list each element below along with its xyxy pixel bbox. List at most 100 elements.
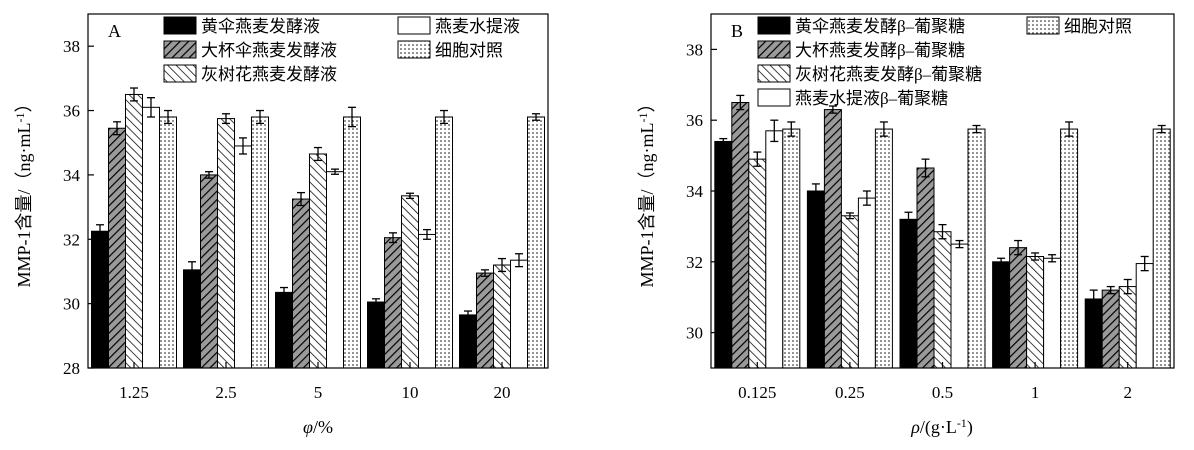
panel-b-xaxis: 0.125 0.25 0.5 1 2 <box>738 362 1132 402</box>
legend-label: 黄伞燕麦发酵液 <box>201 17 320 36</box>
error-bar <box>1048 254 1057 263</box>
bar-4-2.5 <box>234 145 252 369</box>
bar-5-2 <box>1152 128 1171 369</box>
error-bar <box>845 212 854 220</box>
bar-3-0.125 <box>748 158 767 369</box>
legend-entry: 黄伞燕麦发酵β–葡聚糖 <box>757 16 965 36</box>
error-bar <box>879 121 888 137</box>
bar-5-0.5 <box>967 128 986 369</box>
error-bar <box>164 109 172 125</box>
error-bar <box>828 105 837 114</box>
error-bar <box>256 109 264 125</box>
error-bar <box>719 137 728 145</box>
error-bar <box>423 228 431 240</box>
error-bar <box>997 257 1006 266</box>
panel-b-ylabel: MMP-1含量/（ng·mL-1） <box>636 94 657 287</box>
error-bar <box>904 211 913 228</box>
x-tick-label: 20 <box>494 383 511 402</box>
panel-b-xlabel-close: ) <box>967 417 973 438</box>
x-tick-label: 2 <box>1123 383 1132 402</box>
legend-swatch <box>757 64 791 83</box>
bar-2-0.5 <box>916 167 935 369</box>
bar-2-0.125 <box>731 102 750 369</box>
error-bar <box>1089 289 1098 309</box>
error-bar <box>464 310 472 320</box>
bar-4-20 <box>510 259 528 369</box>
panel-a-ylabel-sup: -1 <box>13 112 27 122</box>
error-bar <box>862 190 871 206</box>
bar-4-0.125 <box>765 130 784 369</box>
error-bar <box>811 183 820 199</box>
legend-label: 燕麦水提液 <box>435 17 520 36</box>
panel-a-yaxis: 28 30 32 34 36 38 <box>63 37 94 378</box>
y-tick-label: 34 <box>63 166 81 185</box>
bar-4-0.25 <box>857 197 876 369</box>
legend-label: 大杯燕麦发酵β–葡聚糖 <box>795 41 965 60</box>
error-bar <box>921 158 930 178</box>
y-tick-label: 30 <box>63 295 80 314</box>
legend-label: 燕麦水提液β–葡聚糖 <box>795 89 948 108</box>
bar-3-1.25 <box>125 93 143 369</box>
panel-b-label: B <box>731 21 743 41</box>
bar-3-5 <box>309 153 327 369</box>
panel-b-yaxis: 30 32 34 36 38 <box>686 40 717 343</box>
error-bar <box>113 121 121 136</box>
error-bar <box>1065 121 1074 137</box>
bar-3-20 <box>493 264 511 369</box>
bar-5-0.125 <box>782 128 801 369</box>
x-tick-label: 0.25 <box>835 383 865 402</box>
legend-entry: 细胞对照 <box>397 40 503 60</box>
bar-2-1.25 <box>108 127 126 369</box>
panel-a-ylabel: MMP-1含量/（ng·mL-1） <box>13 94 34 287</box>
error-bar <box>406 192 414 200</box>
bar-5-10 <box>435 116 453 369</box>
bar-4-10 <box>418 233 436 369</box>
bar-2-20 <box>476 272 494 369</box>
panel-a-xlabel-unit: /% <box>313 417 333 437</box>
error-bar <box>130 87 138 102</box>
bar-2-0.25 <box>823 109 842 369</box>
y-tick-label: 30 <box>686 324 703 343</box>
panel-a-xlabel: φ/% <box>303 417 333 437</box>
error-bar <box>532 113 540 121</box>
bar-1-1.25 <box>91 230 109 369</box>
error-bar <box>1031 252 1040 261</box>
bar-2-2 <box>1101 289 1120 369</box>
x-tick-label: 1 <box>1031 383 1040 402</box>
panel-b-xlabel-sup: -1 <box>957 416 967 430</box>
legend-entry: 灰树花燕麦发酵β–葡聚糖 <box>757 64 982 84</box>
legend-swatch <box>163 40 197 59</box>
x-tick-label: 0.125 <box>738 383 776 402</box>
bar-1-0.25 <box>806 190 825 369</box>
error-bar <box>481 269 489 277</box>
panel-a-ylabel-main: MMP-1含量/（ng·mL <box>14 122 34 287</box>
panel-b: 30 32 34 36 38 0.125 0.25 0.5 1 2 B MMP-1含量/（ng·… <box>636 13 1175 438</box>
bar-3-2 <box>1118 286 1137 369</box>
bar-1-0.5 <box>899 218 918 369</box>
legend-label: 细胞对照 <box>1064 17 1132 36</box>
bar-5-1.25 <box>159 116 177 369</box>
bar-4-1.25 <box>142 106 160 369</box>
legend-label: 灰树花燕麦发酵液 <box>201 65 337 84</box>
panel-a-xlabel-symbol: φ <box>303 417 313 437</box>
legend-label: 细胞对照 <box>435 41 503 60</box>
error-bar <box>389 232 397 244</box>
panel-b-xlabel: ρ/(g·L-1) <box>910 416 973 438</box>
y-tick-label: 38 <box>686 40 703 59</box>
bar-5-0.25 <box>874 128 893 369</box>
error-bar <box>147 97 155 118</box>
legend-entry: 灰树花燕麦发酵液 <box>163 64 337 84</box>
y-tick-label: 32 <box>686 253 703 272</box>
y-tick-label: 36 <box>686 111 703 130</box>
legend-entry: 黄伞燕麦发酵液 <box>163 16 320 36</box>
y-tick-label: 32 <box>63 230 80 249</box>
panel-a-xaxis: 1.25 2.5 5 10 20 <box>119 362 511 402</box>
legend-swatch <box>757 88 791 107</box>
error-bar <box>372 298 380 306</box>
legend-entry: 细胞对照 <box>1026 16 1132 36</box>
error-bar <box>297 191 305 207</box>
bar-1-5 <box>275 291 293 369</box>
legend-entry: 大杯伞燕麦发酵液 <box>163 40 337 60</box>
x-tick-label: 5 <box>314 383 323 402</box>
